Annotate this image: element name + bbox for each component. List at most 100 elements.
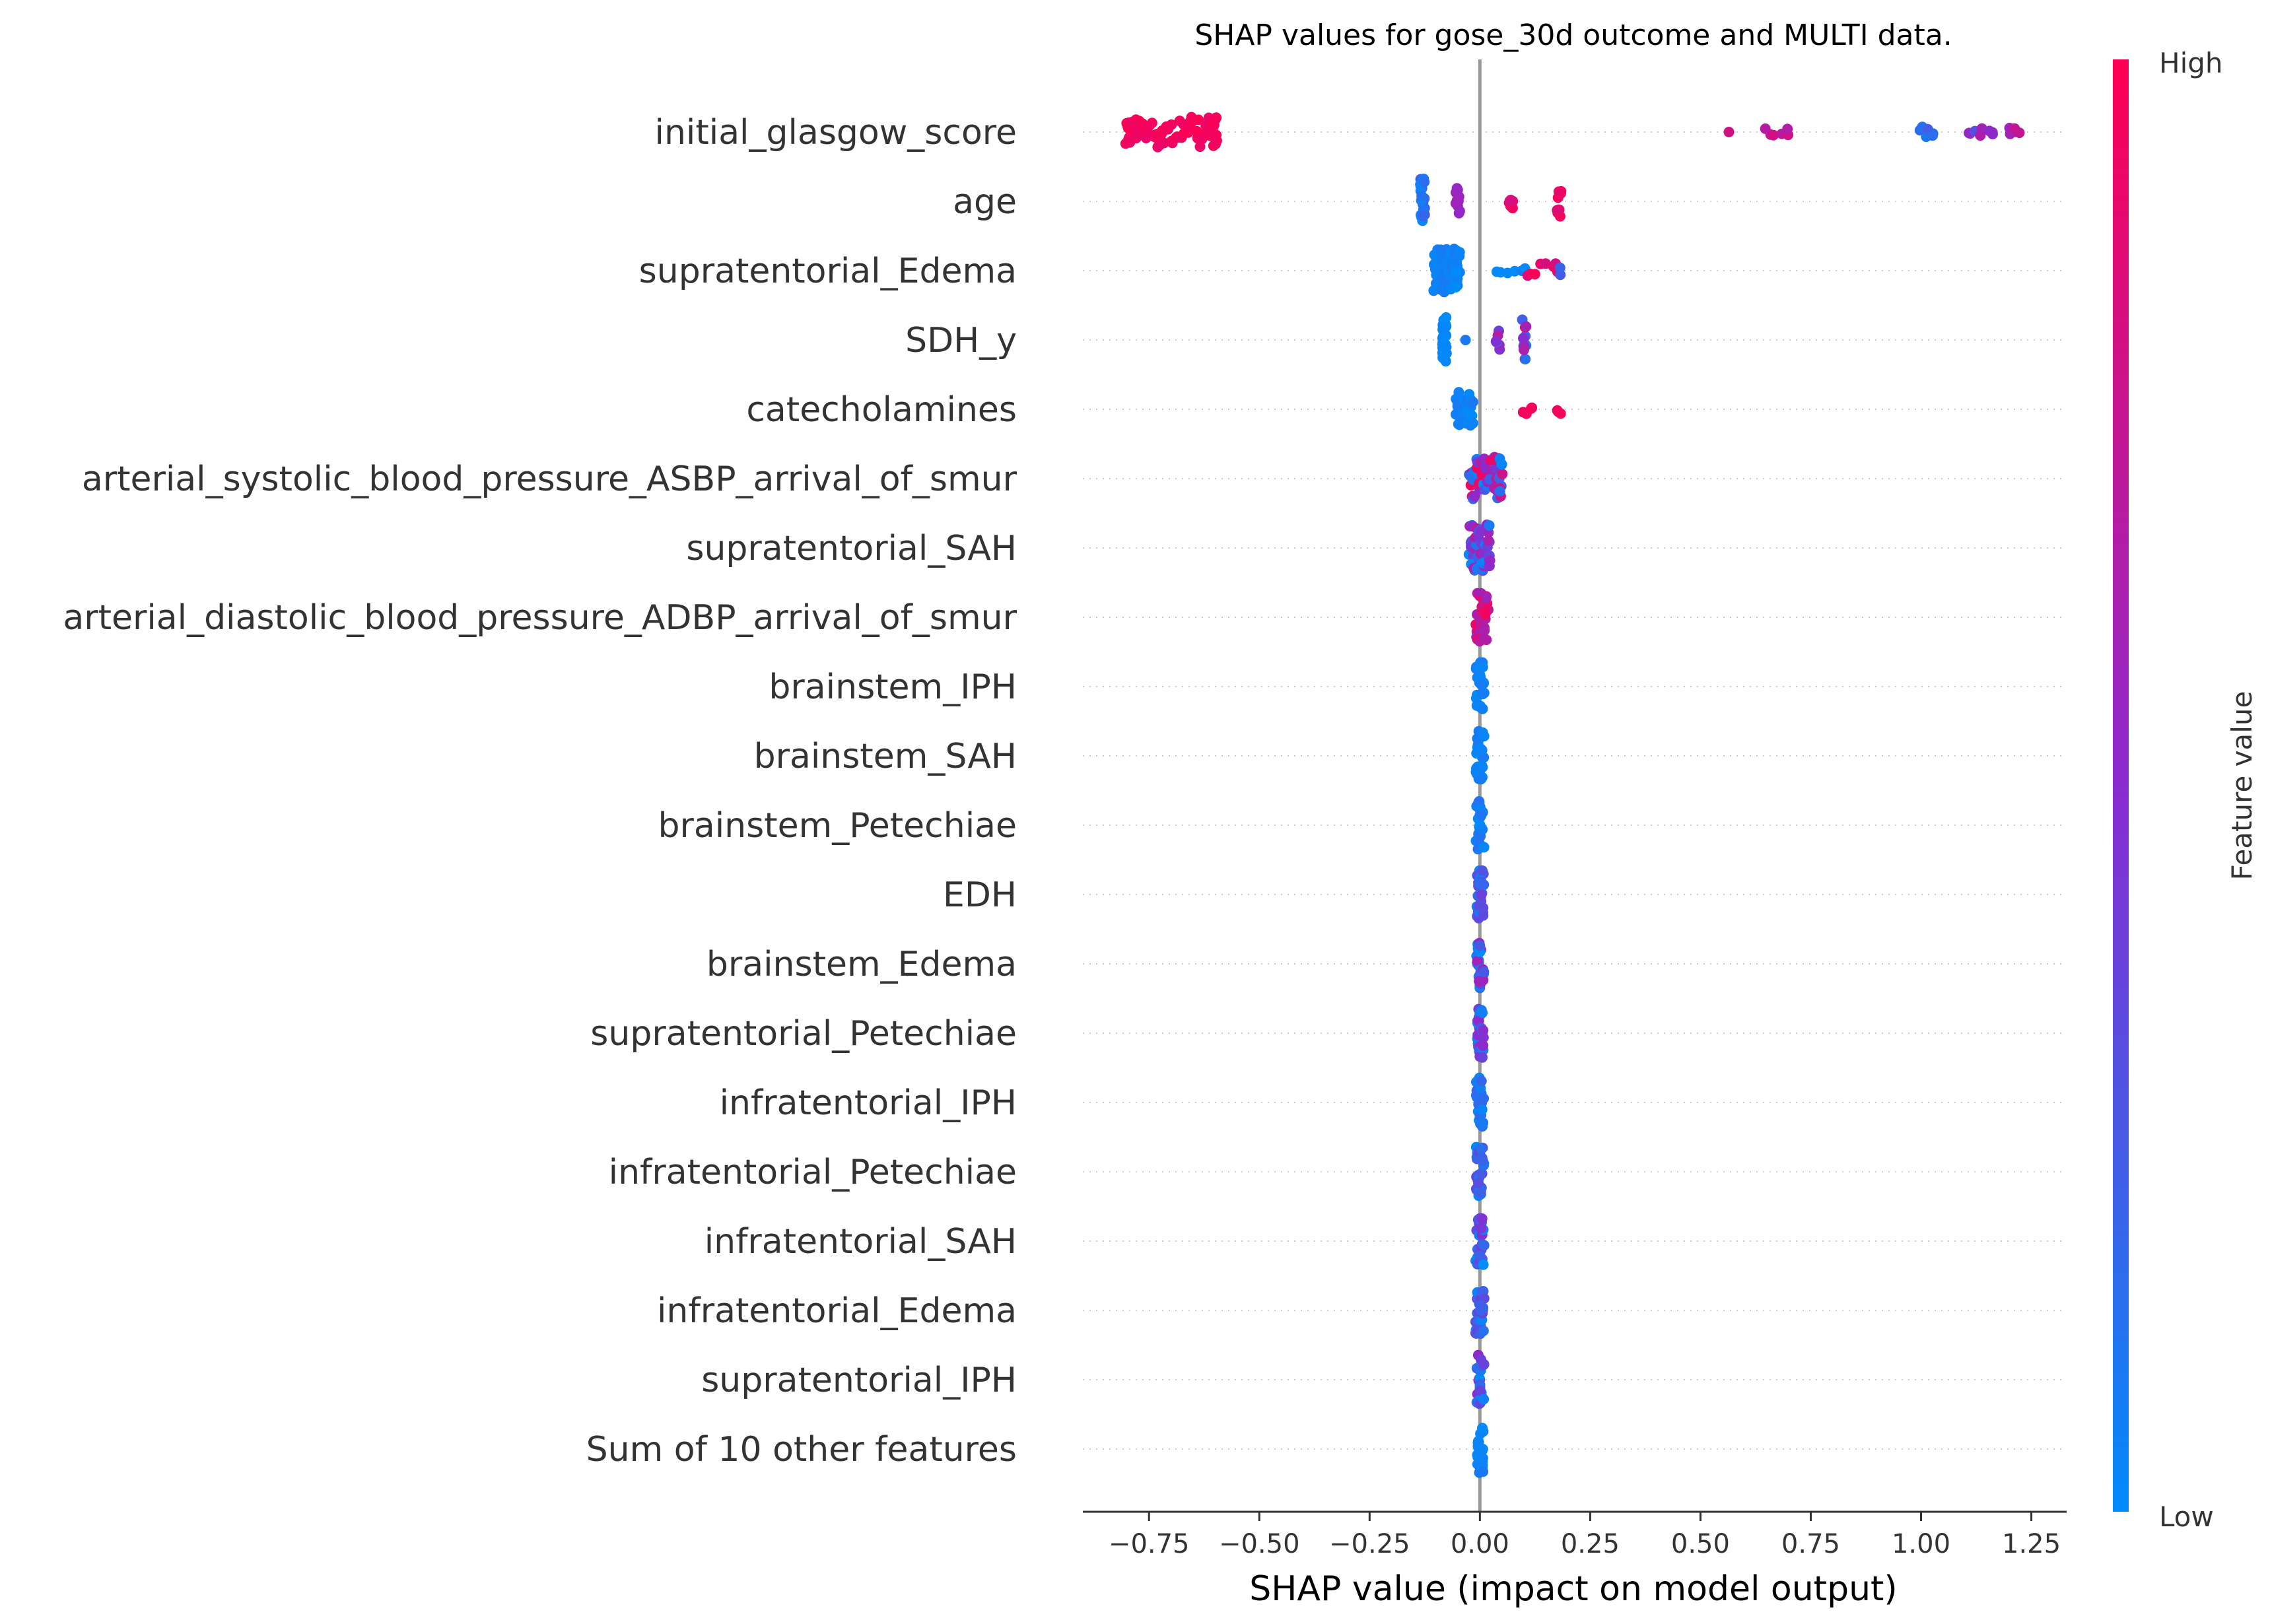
shap-point: [1210, 139, 1221, 150]
shap-point: [1490, 336, 1501, 347]
shap-point: [1478, 910, 1489, 921]
shap-point: [1480, 592, 1492, 603]
feature-label: EDH: [943, 875, 1017, 915]
shap-point: [1454, 247, 1465, 258]
shap-point: [1211, 112, 1222, 123]
shap-point: [1476, 745, 1488, 756]
shap-point: [1497, 469, 1508, 479]
shap-point: [1476, 1075, 1487, 1087]
feature-label: brainstem_IPH: [769, 667, 1017, 707]
shap-point: [1477, 1452, 1488, 1464]
shap-point: [1453, 207, 1464, 219]
shap-point: [1460, 335, 1471, 345]
feature-label: SDH_y: [905, 321, 1017, 360]
shap-point: [1478, 731, 1490, 742]
shap-point: [1467, 396, 1478, 407]
shap-point: [1782, 123, 1793, 135]
shap-point: [1467, 418, 1478, 428]
shap-point: [1416, 190, 1427, 201]
shap-point: [1478, 974, 1489, 986]
feature-label: supratentorial_IPH: [701, 1361, 1017, 1400]
shap-point: [1478, 842, 1490, 853]
shap-point: [1472, 956, 1483, 966]
feature-label: age: [953, 182, 1017, 222]
shap-point: [1476, 1119, 1488, 1130]
feature-label: supratentorial_SAH: [686, 529, 1017, 568]
feature-label: supratentorial_Petechiae: [590, 1014, 1017, 1054]
shap-point: [1204, 127, 1216, 137]
shap-point: [1418, 211, 1429, 222]
feature-label: arterial_diastolic_blood_pressure_ADBP_a…: [63, 598, 1017, 638]
shap-point: [2014, 127, 2025, 139]
shap-point: [1451, 266, 1462, 277]
x-tick-label: −0.50: [1219, 1529, 1300, 1559]
feature-label: brainstem_Petechiae: [658, 806, 1017, 846]
shap-point: [1476, 679, 1487, 691]
x-axis-title: SHAP value (impact on model output): [1249, 1569, 1897, 1609]
shap-point: [1476, 761, 1488, 772]
shap-point: [1478, 1093, 1490, 1104]
shap-point: [1451, 282, 1461, 292]
shap-point: [1477, 1423, 1488, 1434]
shap-point: [1478, 1466, 1489, 1477]
x-tick-label: 0.50: [1671, 1529, 1730, 1559]
shap-point: [1193, 114, 1204, 125]
x-tick-label: −0.75: [1109, 1529, 1190, 1559]
shap-point: [1474, 1250, 1486, 1262]
shap-point: [1477, 703, 1488, 714]
shap-point: [1987, 127, 1998, 138]
shap-point: [1453, 387, 1464, 398]
shap-point: [1554, 262, 1565, 273]
colorbar-gradient: [2113, 59, 2129, 1512]
feature-label: supratentorial_Edema: [639, 252, 1017, 291]
shap-point: [1476, 1213, 1488, 1224]
feature-label: infratentorial_IPH: [720, 1083, 1017, 1123]
shap-point: [1476, 1104, 1488, 1115]
shap-point: [1554, 187, 1565, 199]
feature-label: infratentorial_SAH: [705, 1222, 1017, 1262]
shap-point: [1519, 344, 1529, 355]
feature-label: arterial_systolic_blood_pressure_ASBP_ar…: [82, 459, 1017, 499]
feature-label: infratentorial_Edema: [657, 1291, 1017, 1331]
shap-point: [1441, 312, 1452, 323]
shap-point: [1723, 127, 1735, 137]
shap-point: [1555, 408, 1566, 419]
chart-title: SHAP values for gose_30d outcome and MUL…: [1194, 18, 1952, 52]
shap-point: [1768, 129, 1779, 141]
x-axis: −0.75 −0.50 −0.25 0.00 0.25 0.50 0.75 1.00 1.25: [1083, 1510, 2067, 1559]
shap-point: [1477, 1007, 1488, 1019]
shap-point: [1484, 555, 1496, 566]
shap-point: [1478, 1259, 1489, 1270]
x-tick-label: 1.25: [2002, 1529, 2061, 1559]
shap-point: [1437, 324, 1449, 335]
shap-point: [1496, 459, 1507, 470]
shap-point: [1474, 940, 1486, 951]
shap-point: [1441, 341, 1452, 353]
shap-point: [1478, 1325, 1489, 1336]
shap-point: [1474, 1385, 1486, 1396]
shap-point: [1478, 1394, 1490, 1405]
x-tick-label: 0.25: [1561, 1529, 1620, 1559]
shap-point: [1927, 130, 1938, 141]
shap-point: [1478, 1032, 1489, 1043]
shap-point: [1473, 1178, 1484, 1189]
shap-point: [1437, 352, 1449, 363]
feature-label: Sum of 10 other features: [586, 1430, 1017, 1470]
x-tick-label: 0.00: [1451, 1529, 1509, 1559]
feature-label: brainstem_Edema: [706, 945, 1017, 984]
feature-label: catecholamines: [746, 390, 1017, 430]
colorbar-low-label: Low: [2159, 1501, 2214, 1533]
x-tick-label: 0.75: [1781, 1529, 1840, 1559]
shap-point: [1494, 486, 1505, 497]
shap-point: [1553, 204, 1564, 215]
shap-point: [1477, 661, 1488, 673]
shap-point: [1476, 889, 1487, 900]
shap-point: [1477, 1052, 1488, 1063]
shap-point: [1478, 1359, 1490, 1370]
shap-point: [1526, 403, 1536, 414]
shap-point: [1130, 133, 1142, 144]
shap-point: [1518, 333, 1529, 344]
shap-point: [1521, 321, 1532, 332]
